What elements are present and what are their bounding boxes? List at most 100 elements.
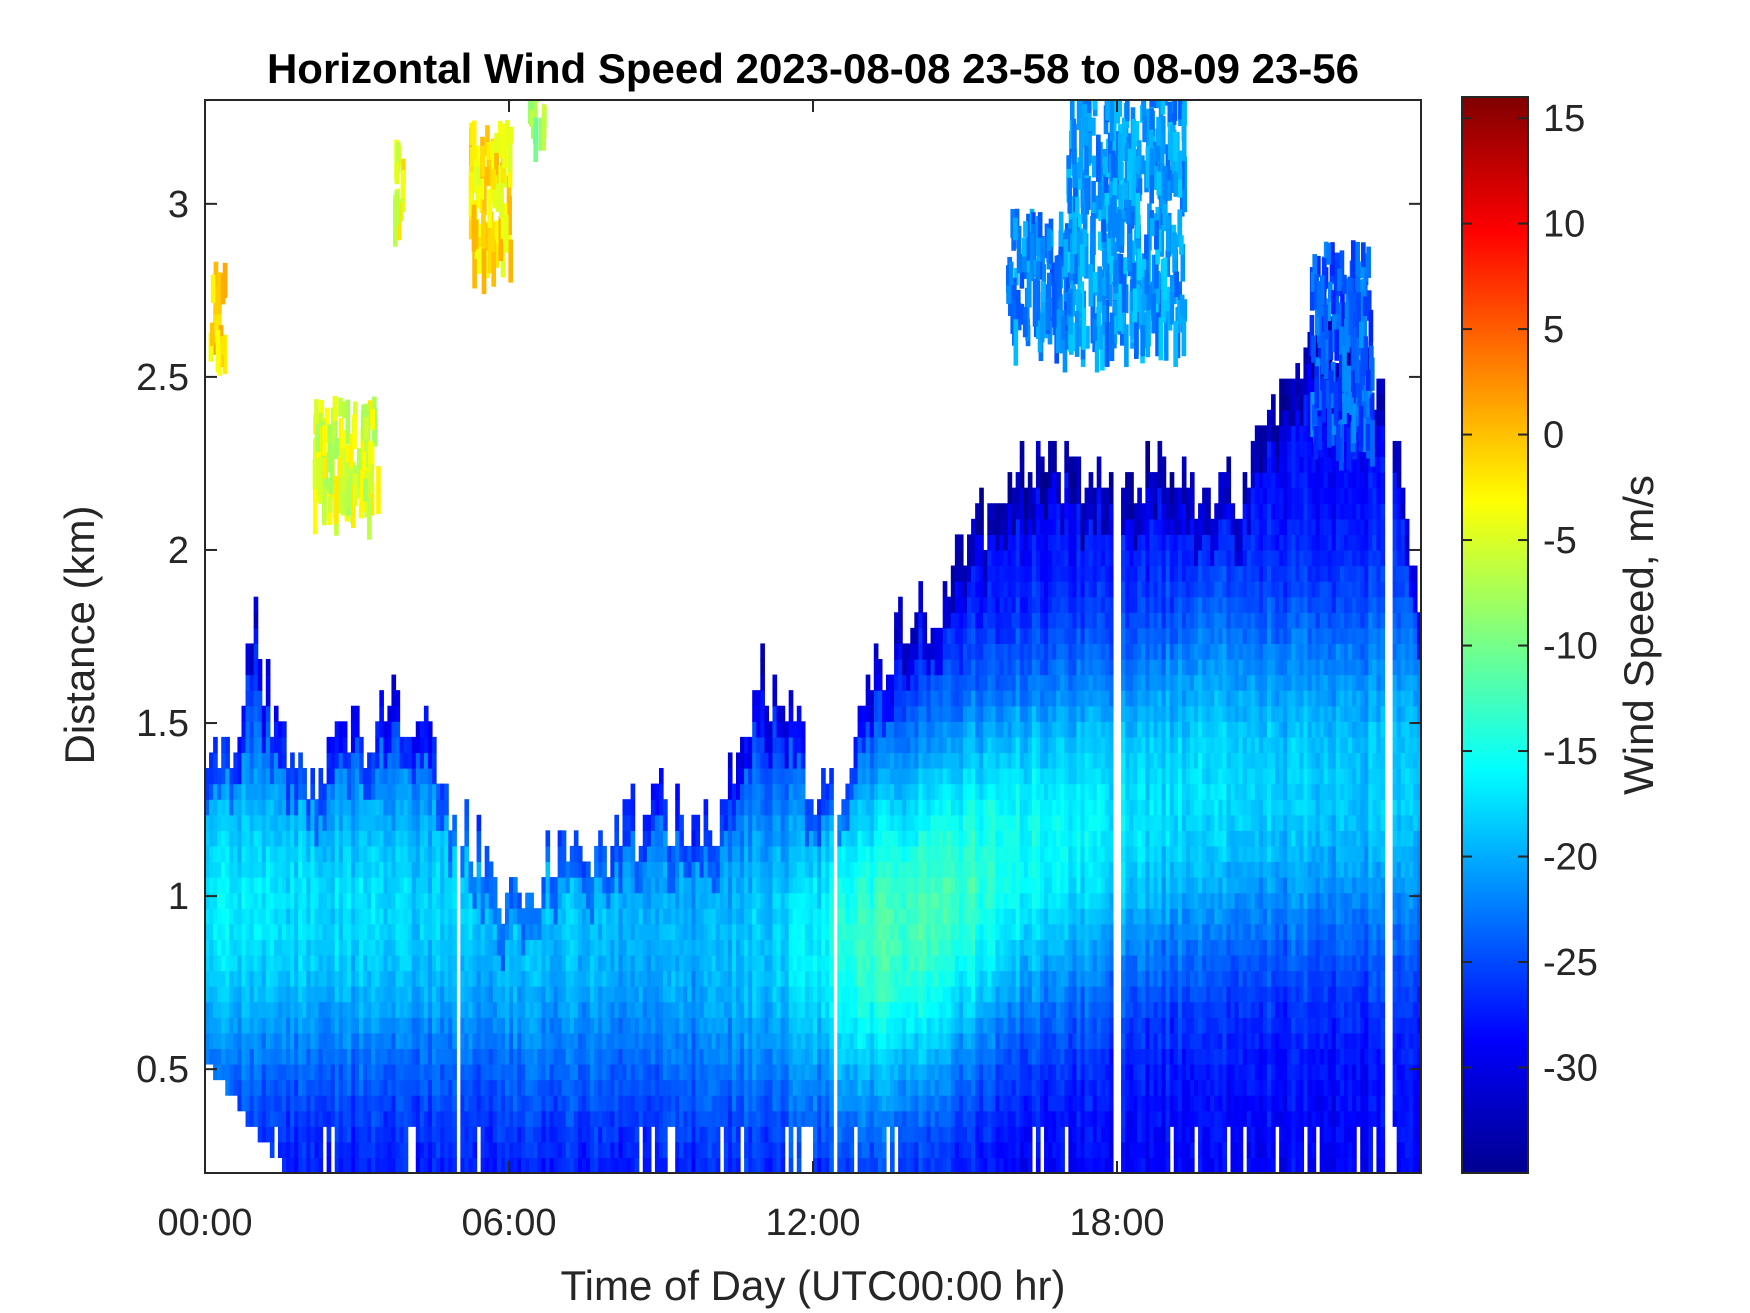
heatmap-cell bbox=[294, 1110, 299, 1127]
heatmap-cell bbox=[504, 1063, 510, 1081]
heatmap-cell bbox=[752, 799, 757, 816]
heatmap-cell bbox=[419, 1079, 425, 1096]
heatmap-cell bbox=[626, 939, 632, 956]
heatmap-cell bbox=[821, 1157, 826, 1173]
heatmap-cell bbox=[727, 1095, 733, 1112]
heatmap-cell bbox=[792, 986, 798, 1003]
heatmap-cell bbox=[614, 814, 620, 831]
heatmap-cell bbox=[326, 861, 332, 878]
heatmap-cell bbox=[663, 923, 668, 940]
heatmap-cell bbox=[233, 1017, 239, 1034]
heatmap-cell bbox=[788, 736, 794, 754]
heatmap-cell bbox=[480, 1110, 486, 1127]
heatmap-cell bbox=[533, 1048, 538, 1065]
heatmap-cell bbox=[286, 830, 291, 847]
heatmap-cell bbox=[399, 877, 405, 894]
heatmap-cell bbox=[359, 877, 364, 894]
heatmap-cell bbox=[411, 877, 417, 894]
heatmap-cell bbox=[630, 954, 636, 972]
heatmap-cell bbox=[346, 1141, 352, 1159]
heatmap-cell bbox=[245, 674, 251, 691]
heatmap-cell bbox=[618, 1032, 624, 1049]
heatmap-cell bbox=[569, 1110, 575, 1127]
heatmap-cell bbox=[687, 1157, 692, 1173]
heatmap-cell bbox=[658, 877, 664, 894]
heatmap-cell bbox=[318, 1048, 324, 1065]
heatmap-cell bbox=[387, 845, 393, 863]
heatmap-cell bbox=[277, 908, 283, 925]
heatmap-cell bbox=[967, 612, 972, 629]
heatmap-cell bbox=[881, 1048, 887, 1065]
heatmap-cell bbox=[691, 1063, 697, 1081]
heatmap-cell bbox=[290, 970, 295, 987]
heatmap-cell bbox=[375, 1141, 380, 1159]
heatmap-cell bbox=[934, 1110, 940, 1127]
heatmap-cell bbox=[817, 1032, 822, 1049]
heatmap-cell bbox=[419, 1001, 425, 1018]
heatmap-cell bbox=[415, 1017, 421, 1034]
heatmap-cell bbox=[877, 954, 883, 972]
heatmap-cell bbox=[971, 939, 976, 956]
heatmap-cell bbox=[245, 768, 251, 785]
heatmap-cell bbox=[962, 845, 968, 863]
heatmap-cell bbox=[488, 1095, 494, 1112]
heatmap-cell bbox=[740, 1001, 745, 1018]
heatmap-cell bbox=[954, 1095, 960, 1112]
heatmap-cell bbox=[488, 1157, 494, 1173]
heatmap-cell bbox=[910, 892, 915, 909]
heatmap-cell bbox=[975, 799, 980, 816]
heatmap-cell bbox=[841, 1032, 847, 1049]
heatmap-cell bbox=[334, 1001, 340, 1018]
heatmap-cell bbox=[557, 970, 563, 987]
heatmap-cell bbox=[869, 1157, 875, 1173]
heatmap-cell bbox=[768, 923, 774, 940]
heatmap-cell bbox=[825, 939, 830, 956]
heatmap-cell bbox=[237, 768, 243, 785]
heatmap-cell bbox=[885, 923, 891, 940]
heatmap-cell bbox=[225, 1017, 230, 1034]
heatmap-cell bbox=[808, 908, 814, 925]
heatmap-cell bbox=[553, 1048, 559, 1065]
heatmap-cell bbox=[411, 830, 417, 847]
heatmap-cell bbox=[756, 783, 761, 800]
heatmap-cell bbox=[918, 612, 924, 629]
heatmap-cell bbox=[873, 736, 879, 754]
heatmap-cell bbox=[395, 954, 401, 972]
heatmap-cell bbox=[861, 1001, 867, 1018]
heatmap-cell bbox=[752, 830, 757, 847]
heatmap-cell bbox=[614, 923, 620, 940]
heatmap-cell bbox=[772, 1141, 778, 1159]
heatmap-cell bbox=[294, 861, 299, 878]
heatmap-cell bbox=[792, 1048, 798, 1065]
heatmap-cell bbox=[869, 721, 875, 738]
heatmap-cell bbox=[958, 596, 964, 613]
heatmap-cell bbox=[391, 861, 397, 878]
heatmap-cell bbox=[330, 768, 336, 785]
heatmap-cell bbox=[768, 1110, 774, 1127]
heatmap-cell bbox=[427, 939, 433, 956]
heatmap-cell bbox=[399, 1017, 405, 1034]
heatmap-cell bbox=[500, 970, 506, 987]
heatmap-cell bbox=[881, 954, 887, 972]
heatmap-cell bbox=[979, 690, 984, 707]
heatmap-cell bbox=[906, 814, 911, 831]
heatmap-cell bbox=[950, 1063, 956, 1081]
heatmap-cell bbox=[654, 814, 660, 831]
heatmap-cell bbox=[671, 939, 676, 956]
heatmap-cell bbox=[885, 892, 891, 909]
heatmap-cell bbox=[282, 1017, 287, 1034]
heatmap-cell bbox=[354, 830, 360, 847]
heatmap-cell bbox=[573, 954, 579, 972]
heatmap-cell bbox=[440, 908, 445, 925]
heatmap-cell bbox=[545, 861, 551, 878]
heatmap-cell bbox=[772, 1157, 778, 1173]
heatmap-cell bbox=[671, 892, 676, 909]
heatmap-cell bbox=[821, 986, 826, 1003]
heatmap-cell bbox=[314, 986, 320, 1003]
heatmap-cell bbox=[436, 830, 441, 847]
heatmap-cell bbox=[286, 1079, 291, 1096]
heatmap-cell bbox=[800, 783, 806, 800]
heatmap-cell bbox=[707, 1126, 713, 1143]
heatmap-cell bbox=[885, 1079, 891, 1096]
heatmap-cell bbox=[942, 705, 948, 722]
